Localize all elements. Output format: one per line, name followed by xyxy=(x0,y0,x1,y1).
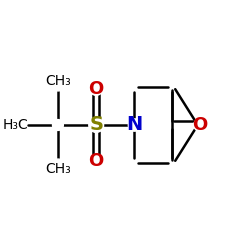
Circle shape xyxy=(48,159,68,180)
Circle shape xyxy=(52,120,63,130)
Text: O: O xyxy=(192,116,208,134)
Text: CH₃: CH₃ xyxy=(45,74,71,88)
Circle shape xyxy=(90,155,102,167)
Circle shape xyxy=(48,70,68,91)
Circle shape xyxy=(89,118,104,132)
Text: S: S xyxy=(89,116,103,134)
Text: N: N xyxy=(126,116,142,134)
Text: O: O xyxy=(88,152,104,170)
Text: H₃C: H₃C xyxy=(3,118,29,132)
Text: O: O xyxy=(88,80,104,98)
Circle shape xyxy=(194,119,206,131)
Text: CH₃: CH₃ xyxy=(45,162,71,176)
Circle shape xyxy=(6,115,26,135)
Circle shape xyxy=(90,83,102,95)
Circle shape xyxy=(128,119,141,131)
